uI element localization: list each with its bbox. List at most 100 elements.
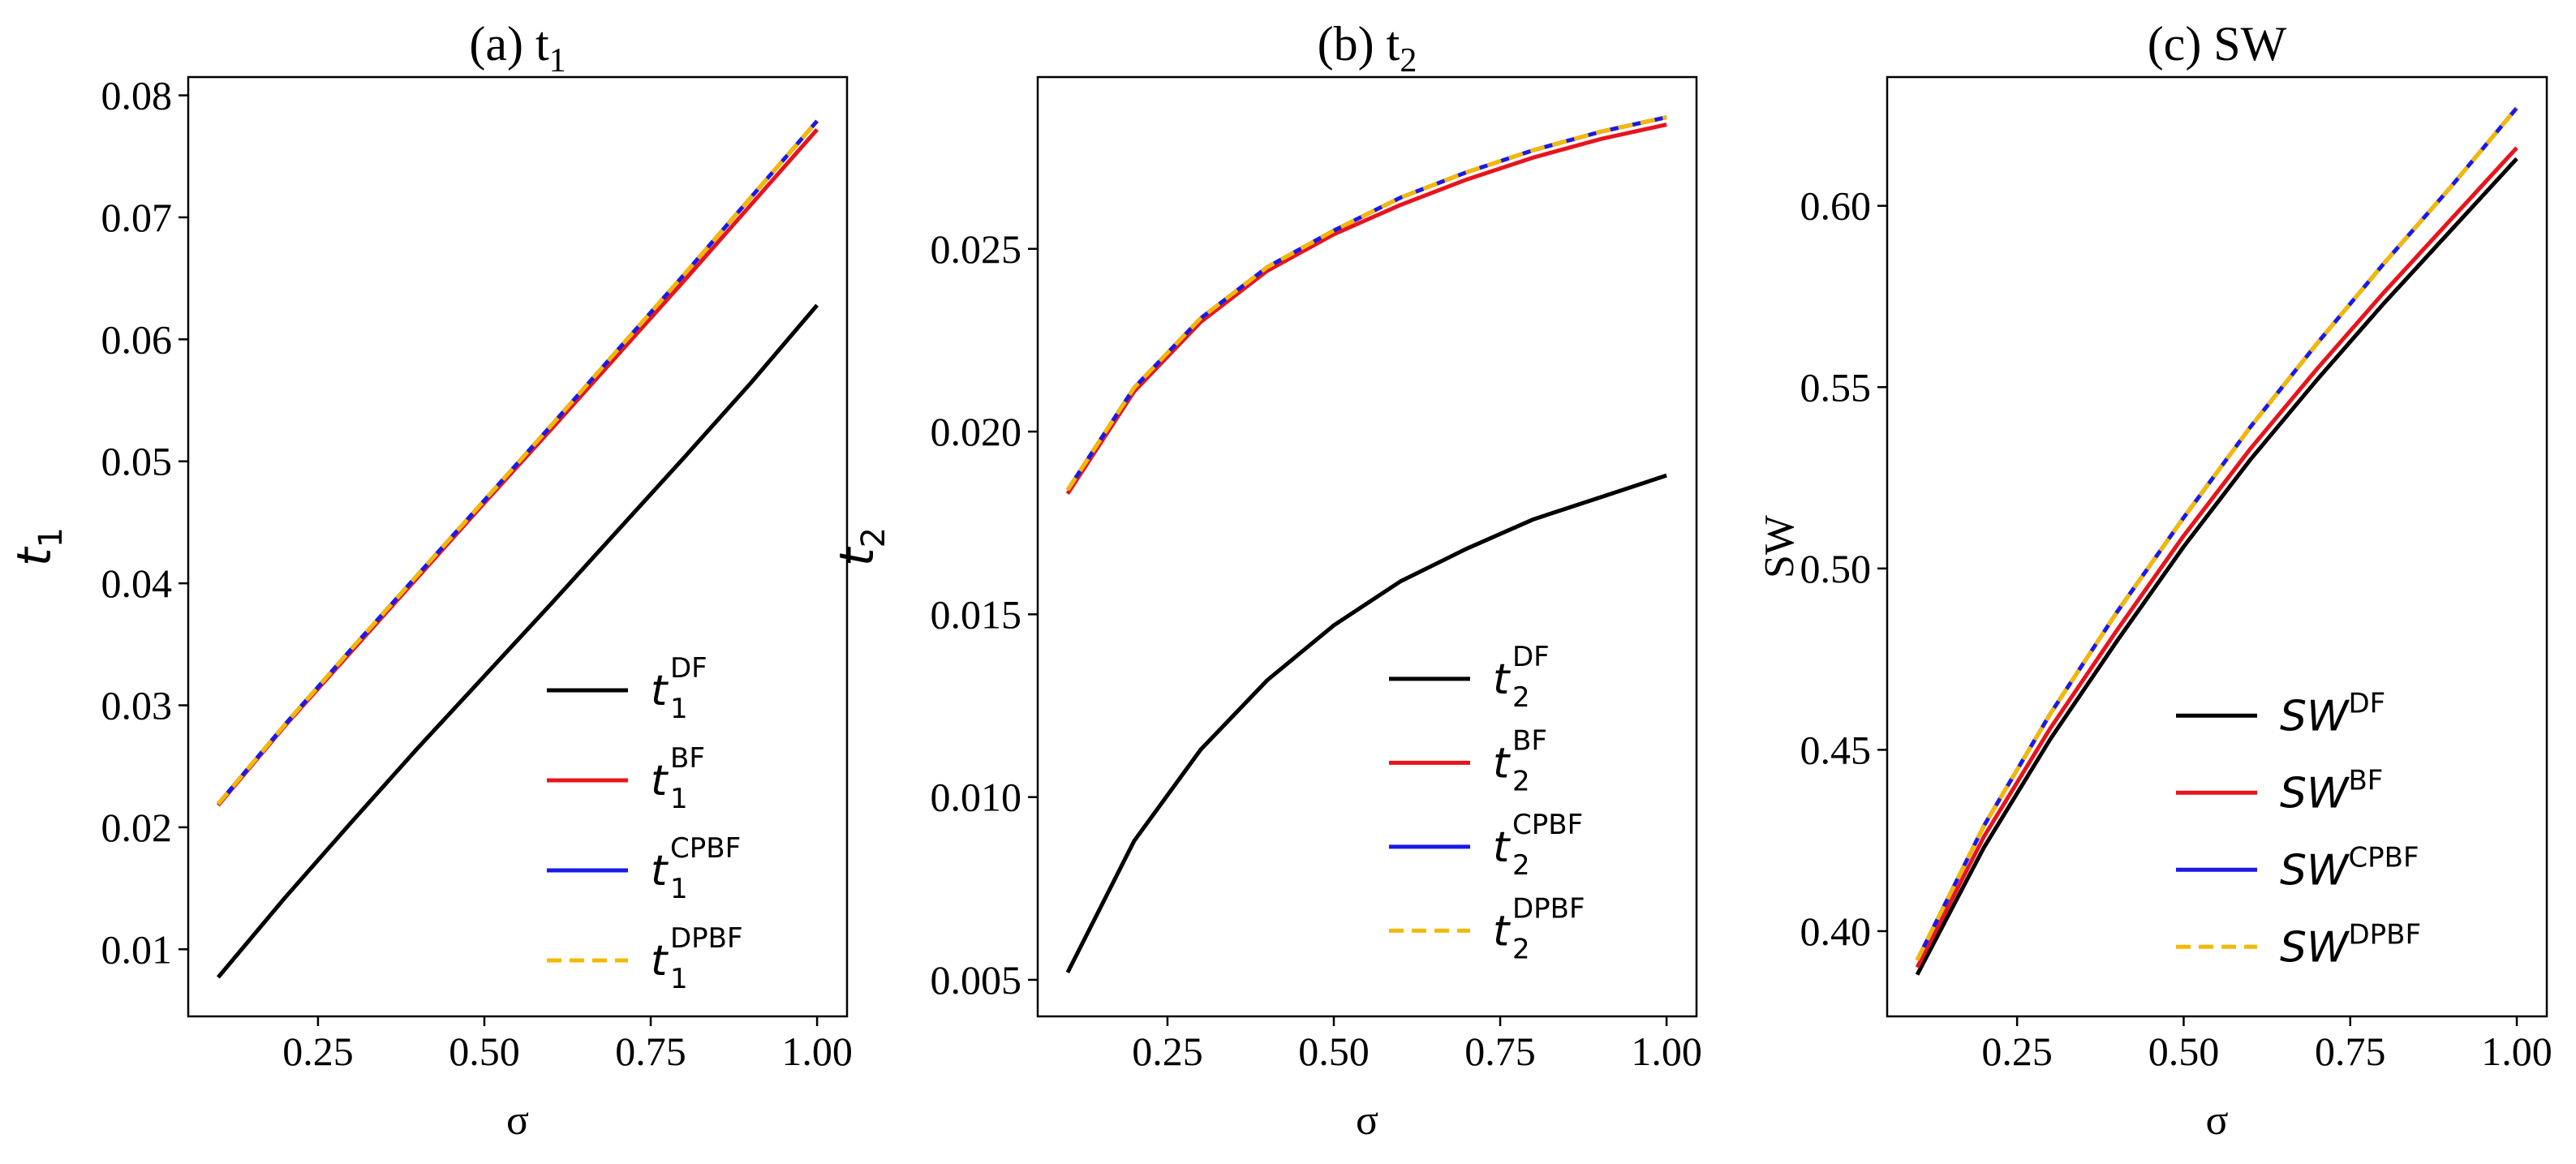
legend-subscript: 2 [1512,765,1530,797]
legend-superscript: DF [1512,641,1550,673]
y-tick-label: 0.40 [1800,908,1872,954]
legend-superscript: BF [670,742,705,775]
y-tick-label: 0.020 [931,409,1022,454]
x-tick-label: 0.75 [2315,1029,2386,1074]
chart-title-text: (c) SW [2148,17,2287,71]
legend-superscript: CPBF [670,832,741,865]
legend-superscript: DPBF [1512,892,1585,925]
legend-entry-df: t 1 DF [651,652,707,725]
y-tick-label: 0.04 [101,561,173,606]
legend-superscript: CPBF [1512,809,1583,841]
x-tick-label: 0.25 [282,1029,354,1074]
plot-frame [1036,75,1698,1018]
legend-box [536,640,830,1002]
series-lines [216,119,819,979]
legend-base: t [1493,739,1511,788]
series-line-df [1065,473,1667,974]
series-line-cpbf [1065,115,1667,492]
legend-subscript: 1 [670,783,688,815]
legend-base: t [651,757,669,805]
series-line-dpbf [1915,106,2518,961]
chart-title: (a) t1 [469,17,566,79]
legend-entry-df: SWDF [2280,687,2385,741]
y-axis-label: SW [1757,515,1803,578]
legend-superscript: DF [2348,687,2385,719]
legend-entry-dpbf: t 2 DPBF [1493,892,1585,965]
chart-title-text: (b) t [1318,17,1400,71]
x-tick-label: 0.75 [1464,1029,1536,1074]
plot-frame [187,75,849,1018]
legend-subscript: 2 [1512,681,1530,714]
legend-entry-cpbf: SWCPBF [2280,841,2419,895]
legend-box [1378,632,1682,969]
legend-subscript: 1 [670,963,688,995]
y-axis-label-subscript: 2 [855,527,892,548]
legend-entry-cpbf: t 2 CPBF [1493,809,1583,882]
legend-entry-cpbf: t 1 CPBF [651,832,741,905]
chart-title-subscript: 1 [549,42,566,79]
y-tick-label: 0.025 [931,226,1022,272]
legend-superscript: DPBF [2348,918,2421,951]
y-tick-label: 0.05 [101,439,173,484]
series-line-bf [1915,146,2518,969]
legend-base: t [1493,655,1511,704]
y-axis-label: t1 [6,527,70,566]
x-axis-label: σ [1356,1097,1378,1144]
y-tick-label: 0.06 [101,316,173,362]
y-axis-label-text: SW [1757,515,1803,578]
chart-title-subscript: 2 [1400,42,1417,79]
legend-entry-dpbf: SWDPBF [2280,918,2421,972]
y-tick-label: 0.45 [1800,727,1872,772]
legend-base: t [651,667,669,715]
legend-superscript: BF [2348,764,2383,797]
y-tick-label: 0.005 [931,957,1022,1003]
x-axis-label: σ [2205,1097,2228,1144]
x-tick-label: 1.00 [2481,1029,2552,1074]
x-tick-label: 0.50 [2148,1029,2220,1074]
legend-subscript: 2 [1512,849,1530,882]
x-tick-label: 0.50 [449,1029,520,1074]
x-tick-label: 0.50 [1298,1029,1370,1074]
legend-base: SW [2280,923,2350,972]
legend-subscript: 1 [670,693,688,725]
legend-subscript: 2 [1512,933,1530,965]
x-tick-label: 0.25 [1132,1029,1203,1074]
legend-entry-dpbf: t 1 DPBF [651,922,743,995]
series-line-bf [1065,122,1667,496]
legend-entry-bf: t 2 BF [1493,724,1547,797]
x-tick-label: 1.00 [1631,1029,1702,1074]
legend-entry-df: t 2 DF [1493,641,1550,714]
y-tick-label: 0.01 [101,926,173,972]
x-axis-label: σ [506,1097,529,1144]
series-line-df [1915,157,2518,976]
y-tick-label: 0.55 [1800,364,1872,410]
y-axis-label-text: t [829,546,884,566]
y-tick-label: 0.03 [101,683,173,728]
legend-base: SW [2280,769,2350,818]
x-tick-label: 0.25 [1981,1029,2053,1074]
series-lines [1065,115,1667,974]
legend-box [2165,672,2501,982]
y-axis-label-subscript: 1 [32,527,70,548]
y-tick-label: 0.60 [1800,183,1872,229]
y-tick-label: 0.010 [931,775,1022,820]
y-tick-label: 0.07 [101,195,173,240]
legend-subscript: 1 [670,873,688,905]
legend-base: t [651,937,669,986]
legend-superscript: CPBF [2348,841,2419,874]
y-tick-label: 0.08 [101,73,173,118]
series-line-df [216,303,819,979]
chart-panel-0: (a) t10.25 0.50 0.75 1.000.010.020.030.040.… [6,17,853,1144]
chart-title: (b) t2 [1318,17,1417,79]
legend-entry-bf: SWBF [2280,764,2383,818]
series-line-dpbf [1065,115,1667,492]
y-tick-label: 0.015 [931,591,1022,637]
legend-base: SW [2280,692,2350,741]
plot-frame [1886,75,2548,1018]
legend-base: t [1493,823,1511,872]
legend-superscript: BF [1512,724,1547,757]
